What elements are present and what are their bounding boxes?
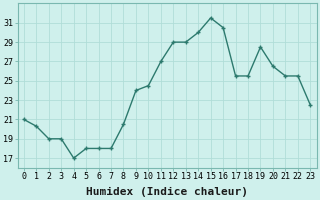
X-axis label: Humidex (Indice chaleur): Humidex (Indice chaleur) (86, 186, 248, 197)
